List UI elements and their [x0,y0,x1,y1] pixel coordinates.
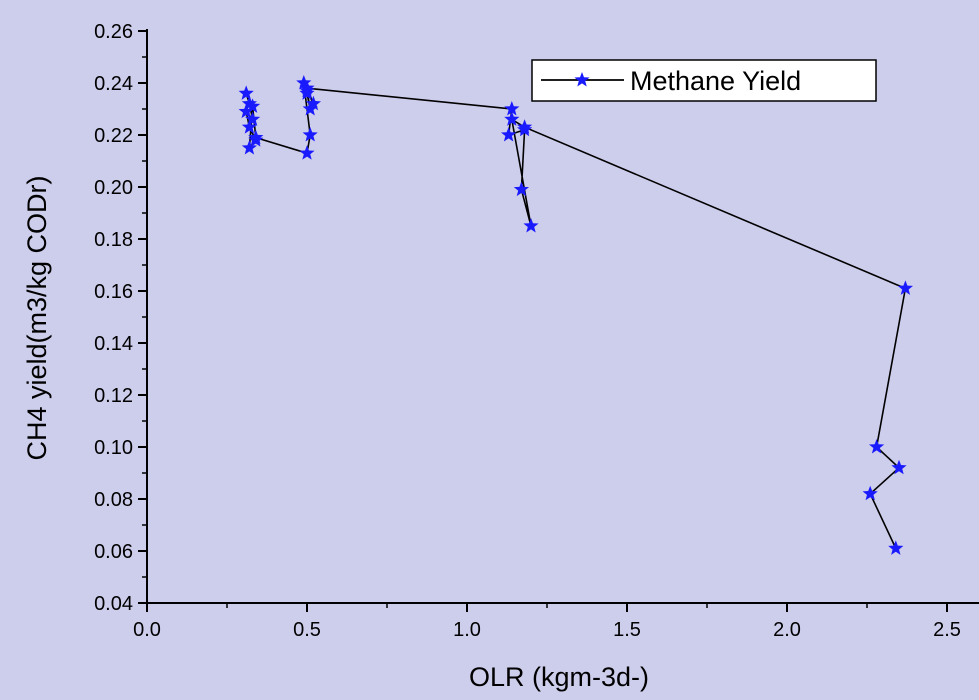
legend-star-marker [574,72,590,87]
series-line [245,82,907,549]
data-point-star-marker [238,85,254,100]
data-point-star-marker [248,129,264,145]
x-axis-label: OLR (kgm-3d-) [469,662,649,692]
data-point-star-marker [862,485,878,501]
data-point-star-marker [888,540,904,555]
legend: Methane Yield [531,59,877,102]
data-point-star-marker [305,95,322,111]
y-tick-label: 0.08 [94,489,133,511]
y-tick-label: 0.10 [94,437,133,459]
y-tick-label: 0.24 [94,73,133,95]
data-point-star-marker [891,459,907,475]
y-tick-label: 0.26 [94,21,133,43]
data-point-star-marker [244,98,261,113]
data-point-star-marker [302,127,318,142]
data-point-star-marker [504,101,520,116]
x-tick-label: 0.0 [133,619,161,641]
y-axis-label: CH4 yield(m3/kg CODr) [22,175,52,460]
data-point-star-marker [241,95,258,111]
data-point-star-marker [299,80,315,95]
y-tick-label: 0.06 [94,541,133,563]
data-point-star-marker [241,119,258,134]
data-point-star-marker [241,140,258,155]
x-tick-label: 1.5 [613,619,641,641]
y-tick-label: 0.16 [94,281,133,303]
data-point-star-marker [500,127,517,142]
data-point-star-marker [504,111,520,126]
data-point-star-marker [299,145,315,160]
data-point-star-marker [244,111,261,126]
data-point-star-marker [238,103,254,119]
series-marker-layer [238,75,914,555]
y-tick-label: 0.04 [94,593,133,615]
data-point-star-marker [516,119,533,134]
data-point-star-marker [523,218,539,233]
y-tick-label: 0.12 [94,385,133,407]
data-point-star-marker [897,280,914,295]
x-tick-label: 2.5 [933,619,961,641]
y-tick-label: 0.22 [94,125,133,147]
data-point-star-marker [513,181,530,197]
x-tick-label: 2.0 [773,619,801,641]
y-tick-label: 0.14 [94,333,133,355]
y-tick-label: 0.18 [94,229,133,251]
x-tick-label: 0.5 [293,619,321,641]
x-tick-label: 1.0 [453,619,481,641]
axes-layer: 0.04 0.06 0.08 0.10 0.12 0.14 0.16 0.18 0.20 0.22… [94,21,979,641]
y-tick-label: 0.20 [94,177,133,199]
data-point-star-marker [868,439,885,454]
legend-label: Methane Yield [630,66,801,96]
data-point-star-marker [296,75,312,90]
series-line-layer [245,82,907,549]
